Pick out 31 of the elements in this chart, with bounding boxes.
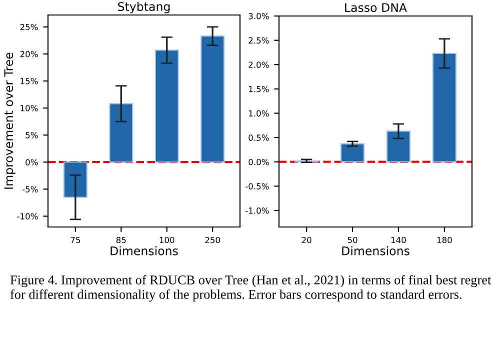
- x-axis-title: Dimensions: [342, 246, 410, 256]
- x-tick-label: 140: [391, 236, 406, 244]
- y-tick-label: 5%: [26, 132, 38, 138]
- y-tick-label: 25%: [20, 24, 38, 30]
- x-tick-label: 250: [205, 236, 220, 244]
- caption: Figure 4. Improvement of RDUCB over Tree (Han et al., 2021) in terms of final best regret for different dimensionality of the problems. Error bars correspond to standard errors.: [10, 275, 492, 302]
- y-tick-label: 10%: [20, 105, 38, 112]
- x-tick-label: 100: [160, 236, 174, 244]
- x-tick-label: 75: [70, 236, 80, 244]
- chart-title: Lasso DNA: [345, 3, 407, 12]
- y-axis-title: Improvement over Tree: [4, 52, 16, 189]
- x-tick-label: 85: [116, 236, 126, 244]
- y-tick-label: 1.0%: [249, 110, 269, 117]
- y-tick-label: -10%: [17, 213, 38, 220]
- y-tick-label: 2.0%: [248, 62, 269, 68]
- x-tick-label: 180: [437, 236, 452, 244]
- y-tick-label: 0.5%: [248, 134, 269, 141]
- y-tick-label: -0.5%: [246, 183, 269, 190]
- y-tick-label: 20%: [20, 50, 38, 58]
- x-axis-title: Dimensions: [110, 246, 178, 256]
- y-tick-label: 15%: [20, 78, 38, 84]
- x-tick-label: 20: [302, 236, 312, 244]
- chart-title: Stybtang: [118, 2, 170, 14]
- y-tick-label: 3.0%: [248, 12, 269, 20]
- y-tick-label: 2.5%: [248, 37, 269, 44]
- y-tick-label: 0%: [26, 159, 38, 166]
- y-tick-label: -1.0%: [246, 207, 269, 214]
- y-tick-label: 1.5%: [249, 86, 269, 92]
- x-tick-label: 50: [348, 236, 358, 244]
- y-tick-label: 0.0%: [248, 158, 269, 166]
- y-tick-label: -5%: [22, 186, 38, 192]
